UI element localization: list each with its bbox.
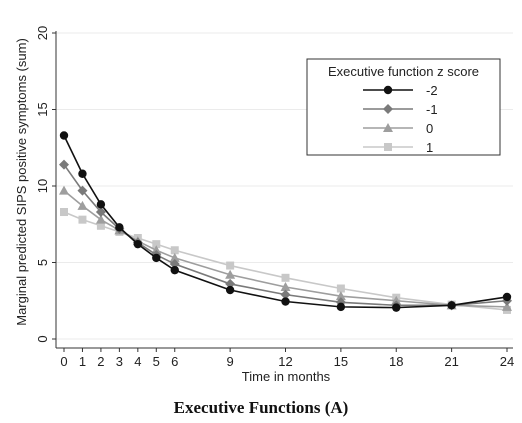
x-tick-label: 6 — [171, 354, 178, 369]
x-tick-label: 9 — [227, 354, 234, 369]
legend-entry-label: -1 — [426, 102, 438, 117]
data-point — [282, 274, 290, 282]
x-axis-label: Time in months — [242, 369, 331, 384]
series-lines — [59, 131, 512, 314]
data-point — [59, 160, 69, 170]
y-tick-label: 0 — [35, 335, 50, 342]
data-point — [226, 262, 234, 270]
x-tick-label: 5 — [153, 354, 160, 369]
x-tick-label: 1 — [79, 354, 86, 369]
y-tick-label: 20 — [35, 26, 50, 40]
legend: Executive function z score -2 -1 0 1 — [307, 59, 500, 155]
data-point — [78, 216, 86, 224]
legend-title: Executive function z score — [328, 64, 479, 79]
data-point — [447, 301, 455, 309]
data-point — [134, 240, 142, 248]
data-point — [337, 303, 345, 311]
data-point — [171, 266, 179, 274]
data-point — [115, 223, 123, 231]
legend-entry-label: 0 — [426, 121, 433, 136]
data-point — [59, 186, 69, 195]
y-tick-label: 10 — [35, 179, 50, 193]
data-point — [392, 303, 400, 311]
x-tick-label: 2 — [97, 354, 104, 369]
x-tick-label: 15 — [334, 354, 348, 369]
x-tick-label: 12 — [278, 354, 292, 369]
data-point — [78, 170, 86, 178]
legend-marker — [384, 86, 392, 94]
figure-caption: Executive Functions (A) — [0, 398, 522, 418]
x-tick-label: 3 — [116, 354, 123, 369]
legend-entry-label: 1 — [426, 140, 433, 155]
x-tick-label: 21 — [444, 354, 458, 369]
data-point — [226, 286, 234, 294]
x-tick-label: 18 — [389, 354, 403, 369]
legend-entry-label: -2 — [426, 83, 438, 98]
data-point — [60, 208, 68, 216]
y-tick-label: 5 — [35, 259, 50, 266]
x-tick-label: 4 — [134, 354, 141, 369]
data-point — [97, 200, 105, 208]
series-line--2 — [64, 136, 507, 308]
data-point — [152, 254, 160, 262]
data-point — [281, 297, 289, 305]
y-axis-label: Marginal predicted SIPS positive symptom… — [14, 38, 29, 326]
data-point — [503, 293, 511, 301]
legend-marker — [384, 143, 392, 151]
y-tick-label: 15 — [35, 102, 50, 116]
data-point — [60, 131, 68, 139]
x-tick-label: 0 — [60, 354, 67, 369]
x-tick-label: 24 — [500, 354, 514, 369]
